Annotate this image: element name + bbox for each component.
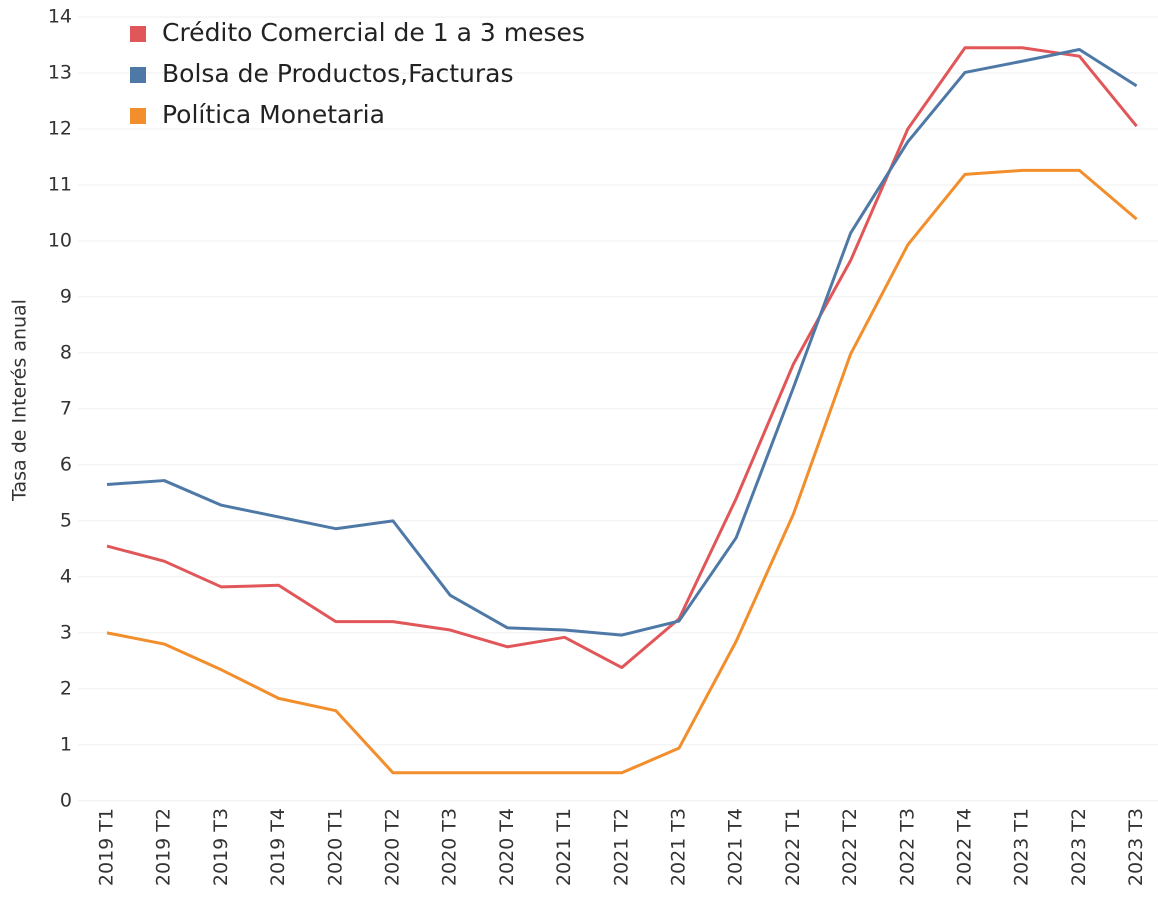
legend-label: Política Monetaria	[162, 100, 385, 129]
legend-swatch	[130, 67, 146, 83]
y-tick-label: 13	[48, 61, 72, 83]
x-tick-label: 2023 T1	[1011, 808, 1033, 886]
y-tick-label: 8	[60, 341, 72, 363]
x-tick-label: 2021 T2	[610, 808, 632, 886]
x-tick-label: 2021 T4	[725, 808, 747, 886]
y-tick-label: 11	[48, 173, 72, 195]
series-line	[106, 46, 1138, 670]
x-tick-label: 2021 T3	[668, 808, 690, 886]
y-tick-label: 10	[48, 229, 72, 251]
x-tick-label: 2019 T3	[210, 808, 232, 886]
y-tick-label: 1	[60, 733, 72, 755]
legend-label: Bolsa de Productos,Facturas	[162, 59, 514, 88]
x-tick-label: 2022 T1	[782, 808, 804, 886]
x-tick-label: 2023 T3	[1125, 808, 1147, 886]
x-tick-label: 2022 T2	[839, 808, 861, 886]
y-tick-label: 5	[60, 509, 72, 531]
x-tick-label: 2019 T4	[267, 808, 289, 886]
y-tick-label: 2	[60, 677, 72, 699]
x-tick-label: 2020 T4	[496, 808, 518, 886]
legend-swatch	[130, 26, 146, 42]
series-line	[106, 47, 1138, 637]
x-tick-label: 2022 T3	[896, 808, 918, 886]
y-tick-label: 12	[48, 117, 72, 139]
y-tick-label: 6	[60, 453, 72, 475]
x-tick-label: 2019 T2	[153, 808, 175, 886]
y-tick-label: 4	[60, 565, 72, 587]
legend-swatch	[130, 108, 146, 124]
x-tick-label: 2020 T3	[439, 808, 461, 886]
x-tick-label: 2021 T1	[553, 808, 575, 886]
legend-label: Crédito Comercial de 1 a 3 meses	[162, 18, 585, 47]
x-tick-label: 2019 T1	[96, 808, 118, 886]
y-tick-label: 14	[48, 5, 72, 27]
y-tick-label: 0	[60, 789, 72, 811]
y-tick-label: 9	[60, 285, 72, 307]
x-tick-label: 2020 T1	[324, 808, 346, 886]
x-tick-label: 2023 T2	[1068, 808, 1090, 886]
y-tick-label: 3	[60, 621, 72, 643]
x-tick-label: 2022 T4	[954, 808, 976, 886]
y-axis-label: Tasa de Interés anual	[9, 299, 31, 502]
series-line	[106, 168, 1138, 775]
y-tick-label: 7	[60, 397, 72, 419]
x-tick-label: 2020 T2	[382, 808, 404, 886]
